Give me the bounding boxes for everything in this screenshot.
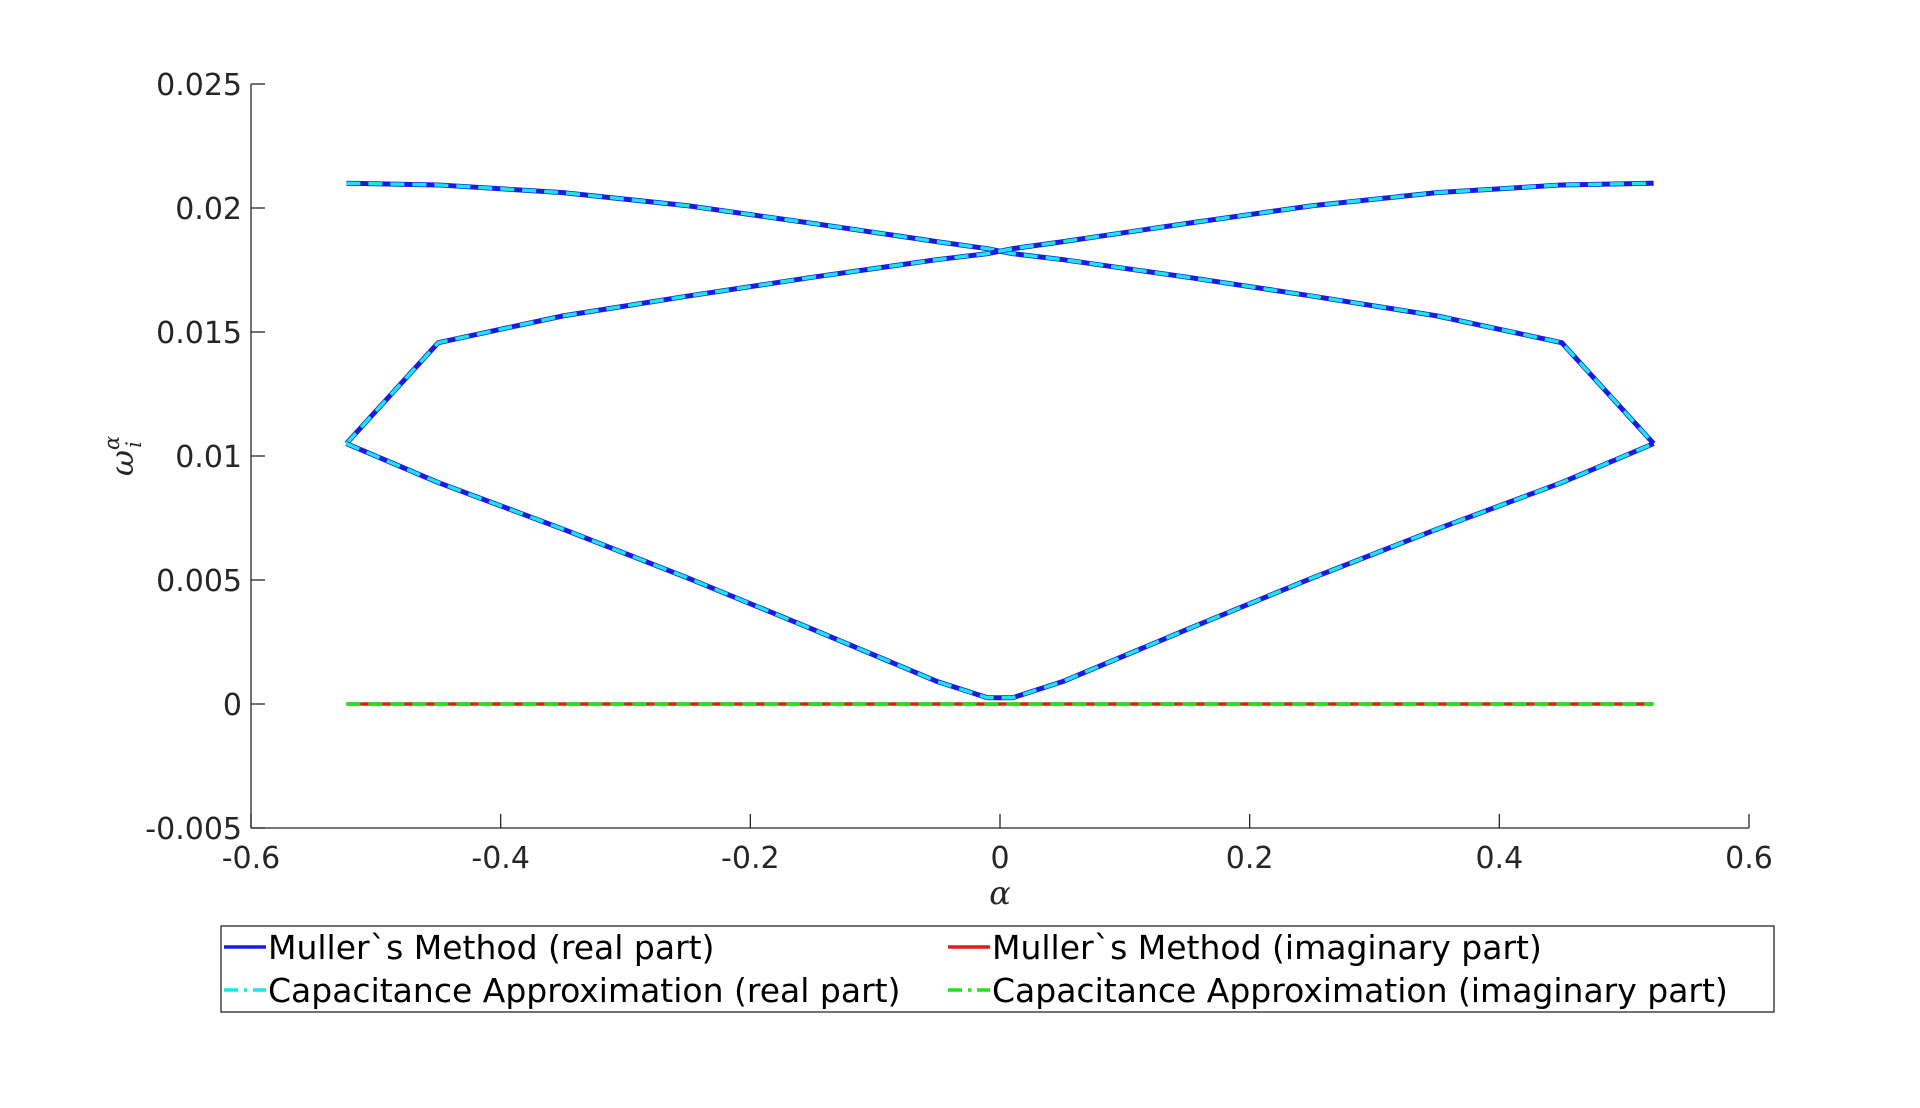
y-tick-label: 0.015 [156, 316, 242, 351]
x-tick-label: -0.4 [471, 841, 530, 876]
x-tick-label: 0.6 [1725, 841, 1773, 876]
plot-area: -0.6 -0.4 -0.2 0 0.2 0.4 0.6 -0.005 0 0.005 0.01 0… [145, 68, 1773, 876]
series-layer [344, 180, 1656, 706]
y-tick-label: -0.005 [145, 812, 242, 847]
series-capacitance-real-band-1 [346, 181, 1655, 445]
y-axis-label-superscript: α [100, 436, 124, 450]
y-axis-label-subscript: i [122, 441, 146, 448]
x-tick-label: -0.6 [222, 841, 281, 876]
x-tick-label: -0.2 [721, 841, 780, 876]
svg-text:ωαi: ωαi [100, 436, 146, 476]
y-tick-label: 0.005 [156, 564, 242, 599]
x-ticks: -0.6 -0.4 -0.2 0 0.2 0.4 0.6 [222, 814, 1773, 876]
x-axis-label: α [989, 874, 1011, 912]
x-tick-label: 0.4 [1475, 841, 1523, 876]
legend-box [220, 925, 1775, 1013]
legend-label-cap-imag: Capacitance Approximation (imaginary par… [992, 971, 1728, 1010]
series-capacitance-real-band-3 [345, 441, 1655, 700]
y-tick-label: 0.01 [175, 440, 242, 475]
x-tick-label: 0 [990, 841, 1009, 876]
legend: Muller`s Method (real part) Muller`s Met… [220, 925, 1775, 1013]
y-tick-label: 0 [223, 688, 242, 723]
y-tick-label: 0.02 [175, 192, 242, 227]
series-capacitance-real-band-2 [345, 181, 1654, 445]
y-ticks: -0.005 0 0.005 0.01 0.015 0.02 0.025 [145, 68, 265, 847]
y-axis-label: ωαi [100, 436, 146, 476]
legend-label-muller-real: Muller`s Method (real part) [268, 928, 714, 967]
y-tick-label: 0.025 [156, 68, 242, 103]
legend-label-muller-imag: Muller`s Method (imaginary part) [992, 928, 1542, 967]
y-axis-label-main: ω [103, 450, 141, 476]
legend-label-cap-real: Capacitance Approximation (real part) [268, 971, 900, 1010]
x-tick-label: 0.2 [1226, 841, 1274, 876]
